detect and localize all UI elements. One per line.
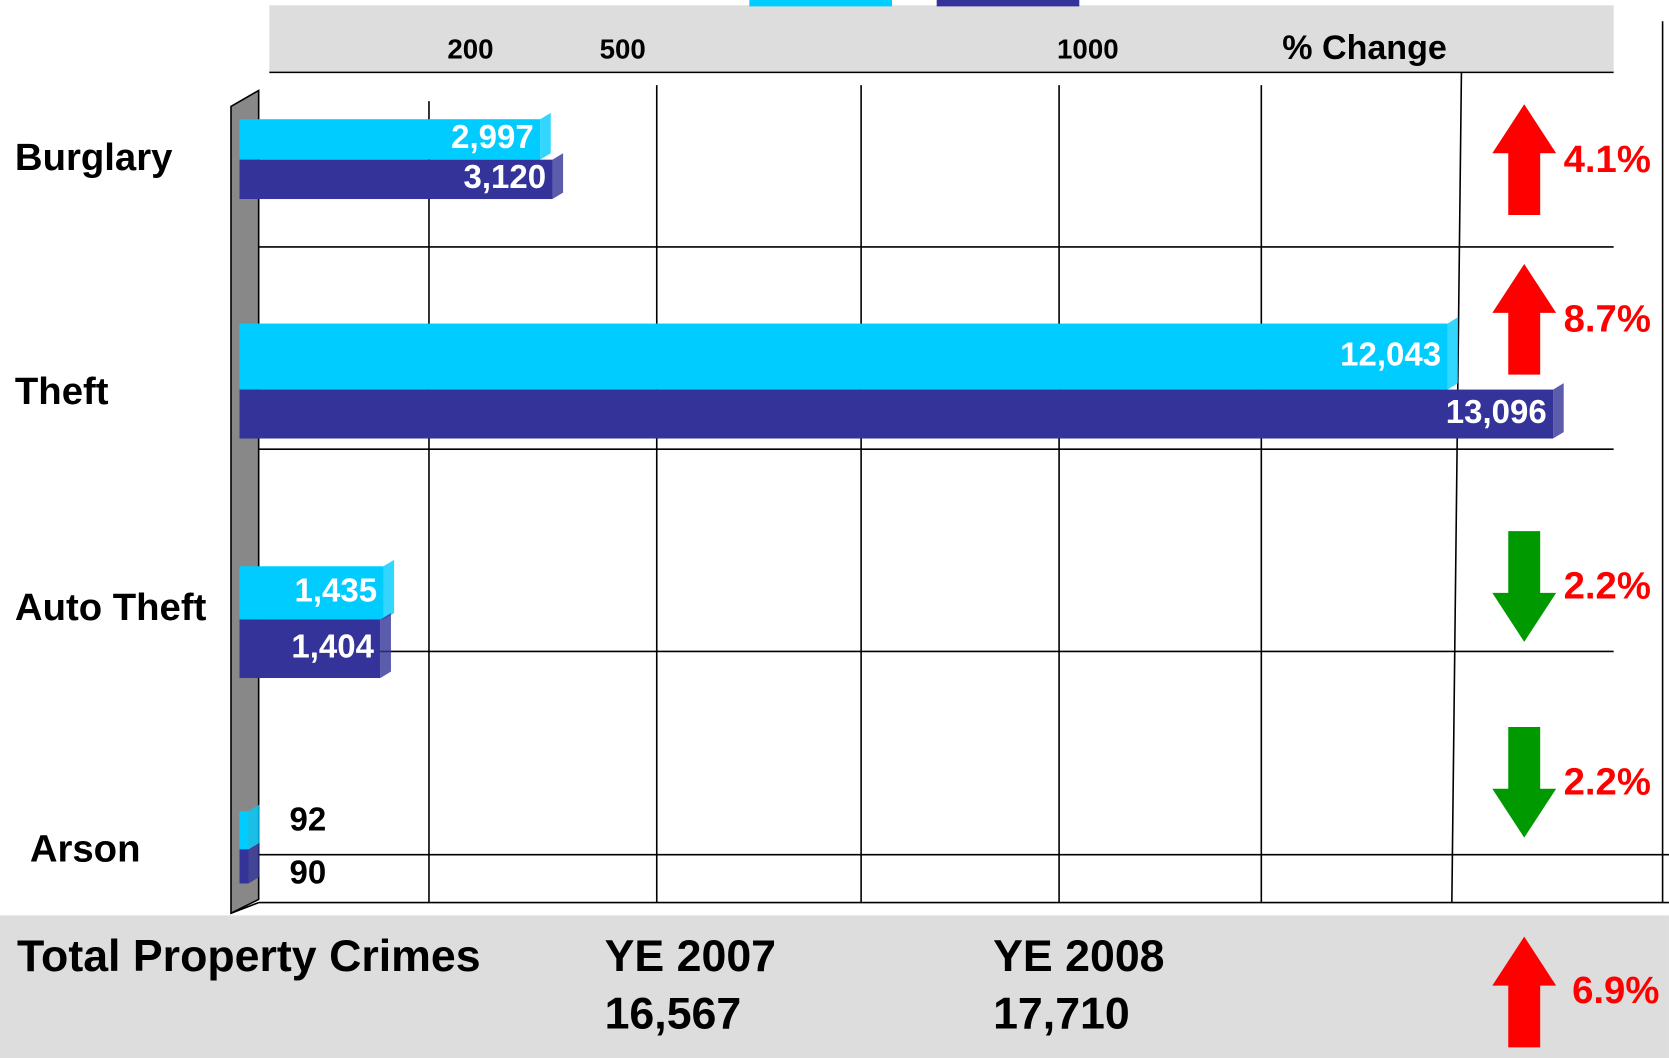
category-label: Auto Theft xyxy=(15,586,207,629)
change-arrow xyxy=(1492,531,1557,642)
change-label: 2.2% xyxy=(1564,761,1651,804)
value-label: 90 xyxy=(290,854,327,891)
bar-end xyxy=(1447,317,1459,390)
bar-end xyxy=(248,804,260,850)
value-label: 1,435 xyxy=(295,572,378,609)
header-label: 500 xyxy=(600,33,646,64)
header-band xyxy=(269,5,1614,73)
row-line xyxy=(230,901,259,914)
change-label: 4.1% xyxy=(1564,138,1651,181)
series-total: 16,567 xyxy=(605,989,742,1038)
change-header: % Change xyxy=(1282,29,1447,67)
bar xyxy=(239,811,249,850)
bar xyxy=(239,389,1554,439)
bar-end xyxy=(248,842,260,884)
total-change-arrow xyxy=(1492,936,1557,1048)
change-arrow xyxy=(1492,104,1557,216)
series-total: 17,710 xyxy=(993,989,1130,1038)
footer-band xyxy=(0,915,1669,1058)
change-arrow xyxy=(1492,726,1557,838)
gridlines xyxy=(230,21,1669,914)
bar xyxy=(239,619,381,679)
value-label: 1,404 xyxy=(291,627,374,664)
bar-end xyxy=(380,613,391,679)
category-label: Burglary xyxy=(15,136,173,179)
bar xyxy=(239,323,1448,390)
series-name: YE 2008 xyxy=(993,932,1164,981)
total-change-label: 6.9% xyxy=(1572,969,1659,1012)
column-line xyxy=(1451,72,1463,903)
value-label: 13,096 xyxy=(1446,393,1547,430)
header-label: 1000 xyxy=(1057,33,1119,64)
change-arrow xyxy=(1492,263,1557,375)
change-label: 8.7% xyxy=(1564,298,1651,341)
axis-wall xyxy=(230,89,260,915)
change-label: 2.2% xyxy=(1564,565,1651,608)
legend-swatch xyxy=(936,0,1080,7)
value-label: 2,997 xyxy=(451,118,534,155)
bar xyxy=(239,119,541,160)
bar-end xyxy=(1553,383,1564,439)
value-label: 12,043 xyxy=(1340,335,1441,372)
bar xyxy=(239,159,553,200)
bar xyxy=(239,566,384,620)
bar-end xyxy=(383,559,395,620)
legend-swatch xyxy=(749,0,892,7)
value-label: 92 xyxy=(290,800,327,837)
series-name: YE 2007 xyxy=(605,932,776,981)
total-title: Total Property Crimes xyxy=(17,932,481,981)
bar-end xyxy=(540,112,551,160)
value-label: 3,120 xyxy=(464,158,547,195)
header-label: 200 xyxy=(447,33,493,64)
bar xyxy=(239,849,249,884)
bar-end xyxy=(552,153,564,200)
category-label: Arson xyxy=(30,828,141,871)
category-label: Theft xyxy=(15,370,109,413)
